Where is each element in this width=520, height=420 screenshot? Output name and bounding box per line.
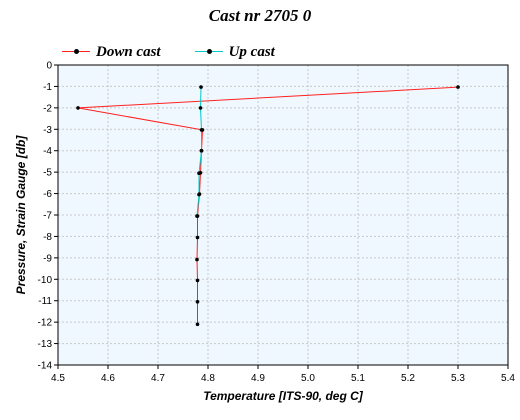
- x-tick-label: 5.0: [301, 373, 315, 384]
- y-tick-label: -8: [43, 232, 52, 243]
- legend-swatch-down-cast: [62, 46, 90, 58]
- data-point-down-cast: [195, 257, 199, 262]
- y-tick-label: 0: [46, 61, 52, 72]
- y-tick-label: -12: [38, 318, 53, 329]
- x-tick-label: 5.4: [501, 373, 515, 384]
- y-tick-label: -1: [43, 82, 52, 93]
- data-point-up-cast: [197, 171, 201, 175]
- data-point-up-cast: [199, 128, 204, 132]
- data-point-down-cast: [195, 300, 200, 304]
- y-tick-label: -10: [38, 275, 53, 286]
- y-tick-label: -9: [43, 253, 52, 264]
- data-point-down-cast: [195, 278, 200, 283]
- x-tick-label: 5.1: [351, 373, 365, 384]
- x-tick-label: 4.7: [151, 373, 165, 384]
- y-tick-label: -11: [38, 296, 52, 307]
- grid: [58, 65, 508, 365]
- data-point-up-cast: [197, 192, 201, 197]
- data-point-up-cast: [198, 106, 203, 110]
- series-layer: [76, 85, 460, 327]
- y-tick-label: -6: [43, 189, 52, 200]
- y-axis-title: Pressure, Strain Gauge [db]: [14, 135, 28, 295]
- y-tick-label: -3: [43, 125, 52, 136]
- x-tick-label: 4.5: [51, 373, 65, 384]
- x-tick-label: 4.8: [201, 373, 215, 384]
- data-point-down-cast: [76, 106, 80, 110]
- data-point-up-cast: [199, 148, 204, 153]
- x-axis-title: Temperature [ITS-90, deg C]: [203, 389, 364, 403]
- x-axis: 4.5 4.6 4.7 4.8 4.9 5.0 5.1 5.2 5.3 5.4: [51, 365, 515, 384]
- y-tick-label: -7: [43, 211, 52, 222]
- y-axis: 0 -1 -2 -3 -4 -5 -6 -7 -8 -9 -10 -11 -12 -13 -14: [38, 61, 58, 372]
- data-point-up-cast: [199, 85, 203, 89]
- data-point-down-cast: [195, 322, 200, 327]
- y-tick-label: -2: [43, 103, 52, 114]
- legend-item-down-cast: Down cast: [62, 44, 161, 61]
- y-tick-label: -4: [43, 146, 52, 157]
- legend-label-down-cast: Down cast: [96, 43, 161, 60]
- legend: Down cast Up cast: [62, 42, 309, 62]
- x-tick-label: 5.2: [401, 373, 415, 384]
- y-tick-label: -5: [43, 168, 52, 179]
- y-tick-label: -14: [38, 361, 53, 372]
- data-point-down-cast: [195, 235, 200, 240]
- data-point-down-cast: [456, 85, 460, 89]
- x-tick-label: 4.6: [101, 373, 115, 384]
- y-tick-label: -13: [38, 339, 53, 350]
- data-point-up-cast: [195, 214, 199, 218]
- legend-item-up-cast: Up cast: [194, 43, 275, 61]
- chart-title: Cast nr 2705 0: [208, 6, 312, 25]
- legend-swatch-up-cast: [194, 46, 223, 58]
- x-tick-label: 5.3: [451, 373, 465, 384]
- x-tick-label: 4.9: [251, 373, 265, 384]
- legend-label-up-cast: Up cast: [228, 43, 275, 60]
